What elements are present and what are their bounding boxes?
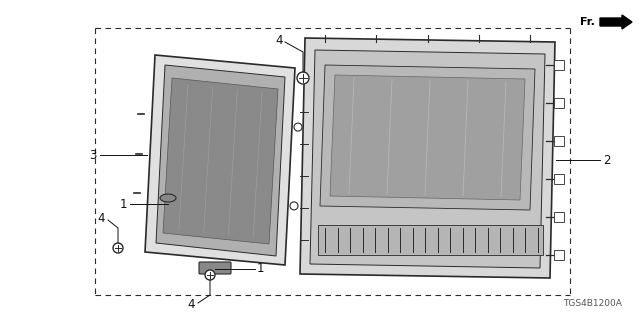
FancyBboxPatch shape [199,262,231,274]
Bar [554,60,564,70]
Text: TGS4B1200A: TGS4B1200A [563,299,622,308]
Polygon shape [310,50,545,268]
Bar [554,174,564,184]
Circle shape [294,123,302,131]
Circle shape [113,243,123,253]
Bar [554,212,564,222]
Text: 1: 1 [120,197,127,211]
Polygon shape [320,65,535,210]
Circle shape [297,72,309,84]
Polygon shape [156,65,285,256]
Bar [554,98,564,108]
Polygon shape [330,75,525,200]
Bar [554,136,564,146]
Polygon shape [145,55,295,265]
Text: 1: 1 [257,262,264,276]
Bar [318,225,543,255]
FancyArrow shape [600,15,632,29]
Polygon shape [163,78,278,244]
Bar [554,250,564,260]
Text: 4: 4 [275,34,283,46]
Circle shape [205,270,215,280]
Text: 4: 4 [97,212,105,225]
Text: 3: 3 [90,148,97,162]
Circle shape [290,202,298,210]
Text: 4: 4 [188,299,195,311]
Polygon shape [300,38,555,278]
Ellipse shape [160,194,176,202]
Text: Fr.: Fr. [580,17,595,27]
Text: 2: 2 [603,154,611,166]
